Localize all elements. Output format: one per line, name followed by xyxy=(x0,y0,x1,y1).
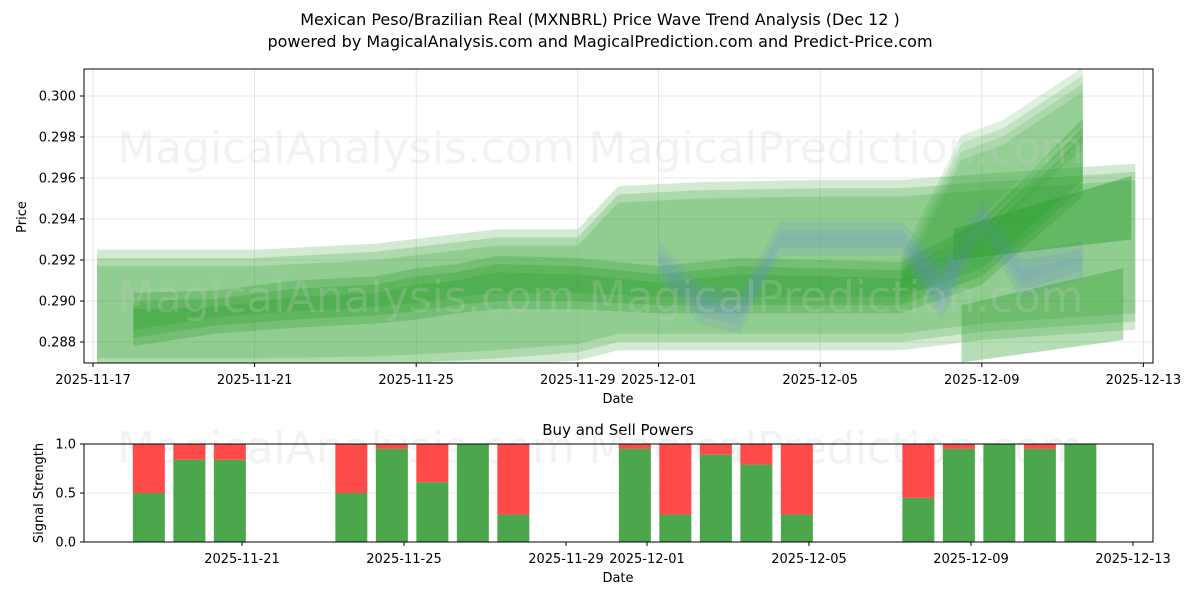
x-tick-label: 2025-12-05 xyxy=(782,373,858,388)
buy-bar xyxy=(942,448,975,542)
wave-band xyxy=(133,118,1083,330)
watermark-text: MagicalAnalysis.com xyxy=(117,272,575,323)
sell-bar xyxy=(335,444,368,493)
watermark-text: MagicalPrediction.com xyxy=(589,123,1084,174)
wave-band xyxy=(97,171,1136,363)
main-axis-ticks: 0.288 0.290 0.292 0.294 0.296 0.298 0.300 2025-… xyxy=(39,90,1181,389)
sell-bar xyxy=(497,444,530,515)
sell-bar xyxy=(618,444,651,449)
sell-bar xyxy=(375,444,408,449)
buy-bar xyxy=(132,493,165,542)
buy-bar xyxy=(618,448,651,542)
bottom-x-axis-label: Date xyxy=(602,571,633,586)
buy-bar xyxy=(983,444,1016,542)
x-tick-label: 2025-12-09 xyxy=(933,552,1009,567)
buy-bar xyxy=(902,497,935,542)
x-tick-label: 2025-11-29 xyxy=(528,552,604,567)
sell-bar xyxy=(1023,444,1056,449)
wave-band xyxy=(133,126,1083,338)
y-tick-label: 0.296 xyxy=(39,172,76,187)
x-tick-label: 2025-11-29 xyxy=(540,373,616,388)
bottom-chart-title: Buy and Sell Powers xyxy=(542,421,694,439)
chart-subtitle: powered by MagicalAnalysis.com and Magic… xyxy=(267,32,933,51)
buy-bar xyxy=(497,514,530,542)
y-tick-label: 0.298 xyxy=(39,131,76,146)
wave-band xyxy=(133,134,1083,347)
x-tick-label: 2025-11-25 xyxy=(366,552,442,567)
y-tick-label: 0.294 xyxy=(39,213,76,228)
x-tick-label: 2025-11-17 xyxy=(55,373,131,388)
x-tick-label: 2025-12-01 xyxy=(621,373,697,388)
x-tick-label: 2025-11-25 xyxy=(378,373,454,388)
sell-bar xyxy=(780,444,813,515)
wave-band xyxy=(961,268,1124,363)
buy-bar xyxy=(1023,448,1056,542)
x-tick-label: 2025-12-01 xyxy=(609,552,685,567)
buy-bar xyxy=(375,448,408,542)
buy-bar xyxy=(213,459,246,542)
wave-band xyxy=(658,208,1083,326)
main-plot-frame xyxy=(83,68,1154,364)
x-tick-label: 2025-12-13 xyxy=(1106,373,1182,388)
sell-bar xyxy=(942,444,975,449)
main-gridlines xyxy=(84,69,1153,363)
wave-band xyxy=(901,75,1083,287)
buy-bar xyxy=(416,482,449,542)
sell-bar xyxy=(213,444,246,460)
wave-band xyxy=(97,180,1136,363)
wave-band xyxy=(953,175,1132,260)
wave-band xyxy=(658,200,1083,318)
buy-bar xyxy=(740,464,773,542)
sell-bar xyxy=(659,444,692,515)
sell-bar xyxy=(416,444,449,483)
y-tick-label: 0.0 xyxy=(55,536,76,551)
sell-bar xyxy=(132,444,165,493)
buy-sell-bars xyxy=(132,444,1097,542)
y-tick-label: 0.300 xyxy=(39,90,76,105)
buy-bar xyxy=(659,514,692,542)
main-y-axis-label: Price xyxy=(15,201,30,233)
y-tick-label: 0.5 xyxy=(55,487,76,502)
sell-bar xyxy=(173,444,206,460)
price-wave-bands xyxy=(97,69,1136,363)
wave-band xyxy=(901,91,1083,304)
sell-bar xyxy=(902,444,935,498)
sell-bar xyxy=(699,444,732,455)
wave-band xyxy=(901,69,1083,279)
x-tick-label: 2025-12-13 xyxy=(1095,552,1171,567)
buy-bar xyxy=(699,454,732,542)
watermark-text: MagicalPrediction.com xyxy=(589,272,1084,323)
wave-band xyxy=(901,83,1083,295)
buy-bar xyxy=(335,493,368,542)
x-tick-label: 2025-11-21 xyxy=(204,552,280,567)
buy-bar xyxy=(456,444,489,542)
wave-band xyxy=(658,216,1083,334)
buy-bar xyxy=(173,459,206,542)
chart-title: Mexican Peso/Brazilian Real (MXNBRL) Pri… xyxy=(300,10,900,29)
x-tick-label: 2025-12-09 xyxy=(944,373,1020,388)
main-watermarks: MagicalAnalysis.com MagicalPrediction.com… xyxy=(117,123,1083,323)
bottom-y-axis-label: Signal Strength xyxy=(32,443,47,543)
x-tick-label: 2025-11-21 xyxy=(217,373,293,388)
y-tick-label: 0.288 xyxy=(39,336,76,351)
buy-bar xyxy=(1064,444,1097,542)
x-tick-label: 2025-12-05 xyxy=(771,552,847,567)
sell-bar xyxy=(740,444,773,465)
y-tick-label: 0.290 xyxy=(39,295,76,310)
y-tick-label: 1.0 xyxy=(55,438,76,453)
main-x-axis-label: Date xyxy=(602,392,633,407)
y-tick-label: 0.292 xyxy=(39,254,76,269)
buy-bar xyxy=(780,514,813,542)
wave-band xyxy=(97,163,1136,359)
watermark-text: MagicalAnalysis.com xyxy=(117,123,575,174)
bottom-axis-ticks: 0.0 0.5 1.0 2025-11-21 2025-11-25 2025-11-29 2… xyxy=(55,438,1170,568)
